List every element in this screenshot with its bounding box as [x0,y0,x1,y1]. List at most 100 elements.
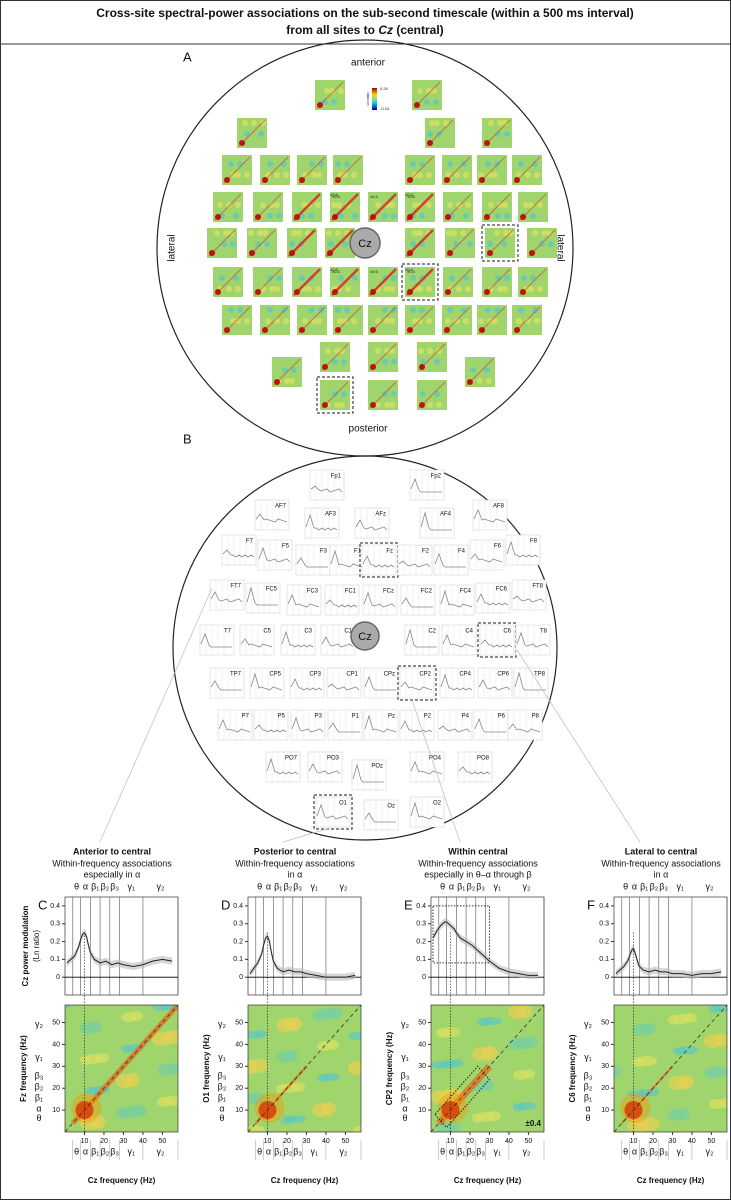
map-blob [426,286,432,292]
band-label: α [449,1146,454,1156]
alpha-hotspot [294,214,300,220]
electrode-label: T8 [540,629,548,635]
spectrum-line [240,638,273,648]
direction-label: posterior [349,424,389,435]
confidence-band [432,918,539,979]
map-blob [332,359,338,365]
mini-spectrum [469,539,505,571]
map-blob [214,230,220,236]
map-blob [445,172,451,178]
map-blob [534,172,540,178]
map-blob [335,230,341,236]
map-blob [410,307,416,313]
band-label: β₃ [401,1071,410,1081]
x-tick-label: 30 [669,1138,677,1145]
map-blob [494,307,500,313]
electrode-label: PO7 [285,756,298,762]
mini-spectrum [400,584,436,616]
map-blob [501,241,507,247]
map-blob [460,230,466,236]
mini-spectrum [253,709,289,741]
mini-spectrum [265,751,301,783]
head-a-maps: ±0.6 ±0.4 ±0.6±0.4 ±0.6 ±0.4±0.6 ±0.4±0.6 ±0.4 [207,80,557,414]
map-blob [265,318,271,324]
heatmap-frame [64,1004,179,1133]
map-blob [262,230,268,236]
colorbar-label: 0.24 [380,86,389,91]
map-blob [530,213,536,219]
electrode-label: POz [371,764,383,770]
electrode-label: F8 [530,539,538,545]
direction-label: anterior [351,58,386,69]
map-blob [226,202,232,208]
band-label: γ₁ [676,881,684,891]
heat-y-label: CP2 frequency (Hz) [385,1031,394,1105]
alpha-hotspot [370,364,376,370]
panel-subheading: Within-frequency associations [52,858,172,868]
spectrum-line [508,723,541,733]
heat-y-label: Fz frequency (Hz) [19,1035,28,1102]
electrode-label: O1 [339,801,348,807]
alpha-hotspot [215,289,221,295]
mini-spectrum [472,499,508,531]
map-blob [470,367,476,373]
map-blob [534,318,540,324]
electrode-label: C5 [263,629,271,635]
map-blob [427,402,433,408]
band-label: α [632,881,637,891]
mini-spectrum [477,667,513,699]
colorbar [372,88,377,110]
map-blob [342,318,348,324]
map-blob [465,286,471,292]
panel-subheading: Within-frequency associations [235,858,355,868]
map-blob [316,318,322,324]
y-tick-label: 0.1 [233,956,243,963]
map-blob [434,391,440,397]
map-blob [447,202,453,208]
band-label: α [585,1103,590,1113]
map-blob [417,88,423,94]
spectrum-line [296,557,328,568]
y-tick-label: 0.3 [416,921,426,928]
spectrum-line [266,757,299,775]
x-tick-label: 40 [505,1138,513,1145]
electrode-label: F5 [282,544,290,550]
mini-spectrum [327,709,363,741]
alpha-hotspot [487,250,493,256]
map-blob [426,202,432,208]
alpha-hotspot [255,289,261,295]
heatmap-blob [614,1065,622,1077]
emphasis-box [434,1065,491,1129]
spectrum-line [400,720,433,733]
map-blob [338,213,344,219]
map-blob [257,230,263,236]
alpha-hotspot [529,250,535,256]
guide-line [99,587,213,843]
spectrum-line [321,636,354,648]
heatmap-blob [673,1047,687,1055]
map-blob [235,172,241,178]
alpha-hotspot [484,140,490,146]
heatmap [614,1005,727,1132]
map-blob [391,359,397,365]
alpha-hotspot [447,250,453,256]
title-part: from all sites to [286,23,378,37]
map-blob [352,275,358,281]
electrode-label: C4 [465,629,473,635]
alpha-hotspot [445,214,451,220]
identity-line [64,1004,179,1133]
map-blob [502,286,508,292]
mini-spectrum [289,667,325,699]
mini-spectrum [363,709,399,741]
band-label: γ₂ [522,1146,531,1156]
mini-spectrum [326,667,362,699]
band-label: γ₂ [156,881,165,891]
band-label: β₃ [476,1146,485,1156]
panel-letter: E [404,897,413,912]
mini-spectrum [295,544,331,576]
y-tick-label: 10 [601,1107,609,1114]
map-blob [494,161,500,167]
map-blob [338,88,344,94]
map-blob [384,402,390,408]
spectrum-line [442,633,475,648]
